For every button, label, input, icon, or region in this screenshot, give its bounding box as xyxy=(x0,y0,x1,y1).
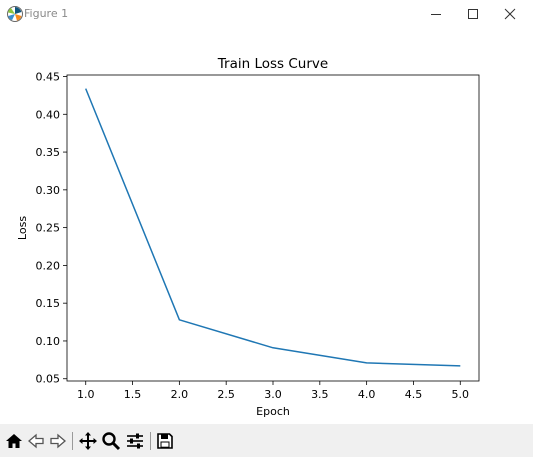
x-tick-label: 4.5 xyxy=(405,388,423,401)
x-tick-label: 4.0 xyxy=(358,388,376,401)
y-tick-label: 0.30 xyxy=(36,184,61,197)
x-tick-label: 2.0 xyxy=(171,388,189,401)
x-tick-label: 1.5 xyxy=(124,388,142,401)
configure-subplots-icon xyxy=(127,433,143,449)
zoom-icon xyxy=(102,432,121,451)
y-tick-label: 0.35 xyxy=(36,146,61,159)
y-tick-label: 0.25 xyxy=(36,222,61,235)
home-button[interactable] xyxy=(3,430,25,452)
configure-subplots-button[interactable] xyxy=(124,430,146,452)
navigation-toolbar xyxy=(0,424,533,457)
back-icon xyxy=(28,433,44,449)
y-tick-label: 0.45 xyxy=(36,71,61,84)
y-tick-label: 0.05 xyxy=(36,373,61,386)
x-tick-label: 2.5 xyxy=(217,388,235,401)
chart-title: Train Loss Curve xyxy=(217,56,328,72)
x-tick-label: 5.0 xyxy=(452,388,470,401)
forward-icon xyxy=(50,433,66,449)
x-axis-label: Epoch xyxy=(256,405,290,418)
save-icon xyxy=(157,433,173,449)
close-button[interactable] xyxy=(492,0,528,28)
toolbar-separator xyxy=(72,432,73,450)
x-tick-label: 3.5 xyxy=(311,388,329,401)
home-icon xyxy=(6,434,22,448)
pan-icon xyxy=(79,432,97,450)
toolbar-separator xyxy=(150,432,151,450)
window-title: Figure 1 xyxy=(24,7,69,20)
y-tick-label: 0.20 xyxy=(36,259,61,272)
x-tick-label: 1.0 xyxy=(77,388,95,401)
y-axis-label: Loss xyxy=(16,216,29,240)
matplotlib-icon xyxy=(7,6,23,22)
y-tick-label: 0.10 xyxy=(36,335,61,348)
pan-button[interactable] xyxy=(77,430,99,452)
save-button[interactable] xyxy=(154,430,176,452)
window-titlebar: Figure 1 xyxy=(0,0,533,28)
zoom-button[interactable] xyxy=(100,430,122,452)
y-tick-label: 0.40 xyxy=(36,108,61,121)
close-icon xyxy=(504,8,516,20)
minimize-icon xyxy=(431,14,441,15)
loss-line xyxy=(85,88,461,367)
y-tick-label: 0.15 xyxy=(36,297,61,310)
x-tick-label: 3.0 xyxy=(264,388,282,401)
plot-area xyxy=(67,75,479,381)
minimize-button[interactable] xyxy=(418,0,454,28)
maximize-icon xyxy=(468,9,478,19)
maximize-button[interactable] xyxy=(455,0,491,28)
figure-canvas[interactable]: 1.0 1.5 2.0 2.5 3.0 3.5 4.0 4.5 5.0 0.05 0.10 0.15 0… xyxy=(0,28,533,424)
back-button[interactable] xyxy=(25,430,47,452)
forward-button[interactable] xyxy=(47,430,69,452)
